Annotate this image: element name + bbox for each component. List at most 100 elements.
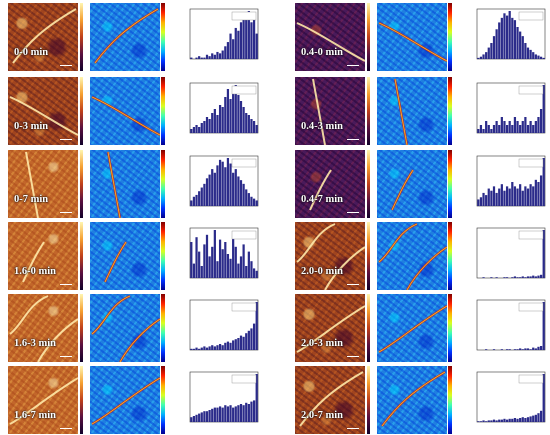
histogram-bar	[516, 27, 519, 59]
histogram-legend-box	[231, 374, 257, 384]
histogram-bar	[226, 158, 230, 206]
height-histogram	[463, 366, 550, 434]
histogram-bar	[539, 274, 543, 278]
histogram-bar	[224, 405, 227, 422]
histogram-bar	[508, 349, 511, 350]
histogram-bar	[539, 56, 543, 59]
fibril-overlay	[393, 78, 409, 145]
histogram-bar	[534, 348, 537, 350]
afm-panel-row: 2.0-7 min	[295, 366, 550, 434]
histogram-bar	[247, 404, 250, 422]
fibril-overlay	[22, 241, 45, 283]
afm-colorbar	[367, 3, 370, 71]
histogram-bar	[487, 125, 490, 133]
histogram-bar	[232, 407, 235, 422]
histogram-bar	[534, 414, 537, 422]
afm-height-image	[8, 3, 78, 71]
afm-panel-row: 0-3 min	[8, 77, 268, 145]
histogram-bar	[229, 342, 232, 350]
jet-colorbar	[448, 366, 452, 434]
jet-colorbar	[161, 77, 165, 145]
histogram-bar	[516, 188, 519, 206]
histogram-bar	[542, 302, 545, 350]
histogram-bar	[224, 167, 227, 206]
scale-bar	[60, 428, 72, 429]
histogram-bar	[205, 117, 209, 133]
histogram-bar	[232, 237, 235, 278]
histogram-bar	[492, 186, 496, 206]
histogram-bar	[524, 117, 527, 133]
histogram-bar	[487, 188, 490, 206]
histogram-bar	[252, 400, 256, 422]
histogram-bar	[198, 191, 201, 206]
histogram-bar	[529, 49, 532, 59]
histogram-legend-box	[518, 230, 544, 240]
afm-colorbar	[367, 222, 370, 290]
histogram-bar	[482, 192, 485, 206]
histogram-bar	[505, 419, 509, 422]
afm-colorbar	[80, 77, 83, 145]
histogram-bar	[190, 57, 193, 59]
histogram-bar	[203, 411, 206, 422]
height-histogram	[176, 366, 264, 434]
jet-colorbar	[448, 3, 452, 71]
histogram-bar	[492, 125, 496, 133]
histogram-frame	[189, 299, 259, 351]
histogram-bar	[532, 125, 535, 133]
jet-height-map	[90, 366, 160, 434]
histogram-bar	[503, 190, 506, 206]
histogram-bar	[255, 125, 258, 133]
histogram-bar	[234, 85, 237, 133]
histogram-bar	[529, 349, 532, 350]
histogram-bar	[242, 244, 245, 278]
histogram-legend-box	[231, 158, 257, 168]
histogram-bar	[513, 186, 517, 206]
histogram-bar	[208, 174, 211, 206]
afm-height-image	[295, 294, 365, 362]
jet-colorbar	[161, 222, 165, 290]
histogram-bar	[516, 349, 519, 350]
histogram-bar	[508, 188, 511, 206]
histogram-bar	[537, 413, 540, 422]
histogram-bar	[250, 261, 253, 278]
histogram-bar	[242, 16, 245, 59]
histogram-bar	[529, 416, 532, 422]
histogram-bar	[503, 277, 506, 278]
histogram-bar	[224, 342, 227, 350]
histogram-bar	[234, 169, 237, 206]
histogram-bar	[198, 127, 201, 133]
fibril-overlay	[94, 8, 159, 64]
histogram-bar	[198, 348, 201, 350]
height-histogram	[463, 77, 550, 145]
histogram-bar	[485, 121, 488, 133]
histogram-bar	[503, 418, 506, 422]
histogram-bar	[511, 125, 514, 133]
histogram-bar	[255, 200, 258, 206]
condition-label: 0-7 min	[14, 194, 49, 205]
histogram-bar	[218, 239, 222, 278]
histogram-bar	[224, 46, 227, 59]
afm-panel-row: 0-0 min	[8, 3, 268, 71]
histogram-bar	[252, 198, 256, 206]
afm-colorbar	[80, 366, 83, 434]
histogram-bar	[242, 336, 245, 350]
histogram-bar	[200, 412, 203, 422]
histogram-bar	[526, 276, 530, 278]
afm-height-image	[295, 3, 365, 71]
histogram-bar	[211, 408, 214, 422]
histogram-bar	[213, 346, 216, 350]
fibril-overlay	[25, 151, 39, 218]
histogram-bar	[519, 31, 522, 59]
histogram-bar	[539, 346, 543, 350]
histogram-bar	[513, 349, 517, 350]
histogram-legend-box	[231, 11, 257, 21]
histogram-bar	[477, 129, 480, 133]
histogram-bar	[213, 407, 216, 422]
jet-colorbar	[448, 222, 452, 290]
histogram-bar	[200, 347, 203, 350]
histogram-bar	[495, 420, 498, 422]
height-histogram	[463, 3, 550, 71]
histogram-bar	[200, 187, 203, 206]
histogram-bar	[213, 230, 216, 278]
histogram-bar	[195, 57, 198, 59]
